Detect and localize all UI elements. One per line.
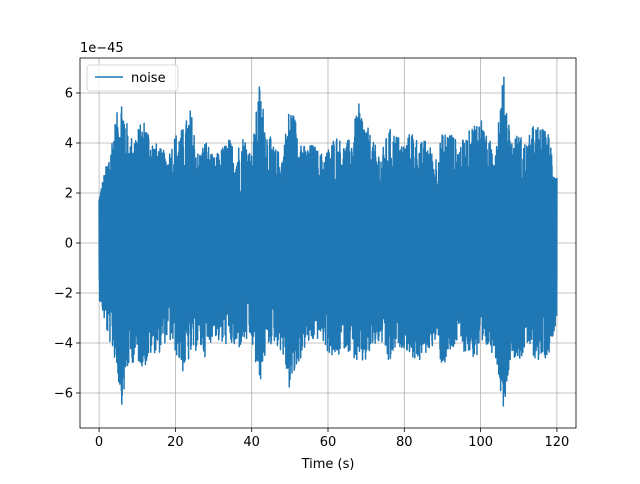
y-tick-label: −6	[54, 387, 73, 402]
y-tick-label: 0	[65, 237, 73, 252]
legend: noise	[86, 64, 179, 92]
x-tick-label: 20	[167, 435, 184, 450]
x-axis-label: Time (s)	[301, 457, 355, 472]
x-tick-label: 80	[396, 435, 413, 450]
axes: 0 20 40 60 80 100 120 −6 −4 −2 0 2 4 6	[54, 87, 570, 451]
y-tick-label: 4	[65, 137, 73, 152]
legend-box	[86, 64, 179, 92]
series-layer	[98, 76, 558, 407]
x-tick-label: 60	[320, 435, 337, 450]
y-tick-label: 2	[65, 187, 73, 202]
x-tick-label: 40	[243, 435, 260, 450]
legend-label-noise: noise	[131, 71, 166, 86]
y-tick-label: −4	[54, 337, 73, 352]
x-tick-label: 0	[95, 435, 103, 450]
y-offset-label: 1e−45	[80, 41, 124, 56]
y-tick-label: −2	[54, 287, 73, 302]
x-tick-label: 100	[468, 435, 493, 450]
y-tick-label: 6	[65, 87, 73, 102]
series-line-noise	[98, 76, 558, 407]
x-tick-label: 120	[545, 435, 570, 450]
